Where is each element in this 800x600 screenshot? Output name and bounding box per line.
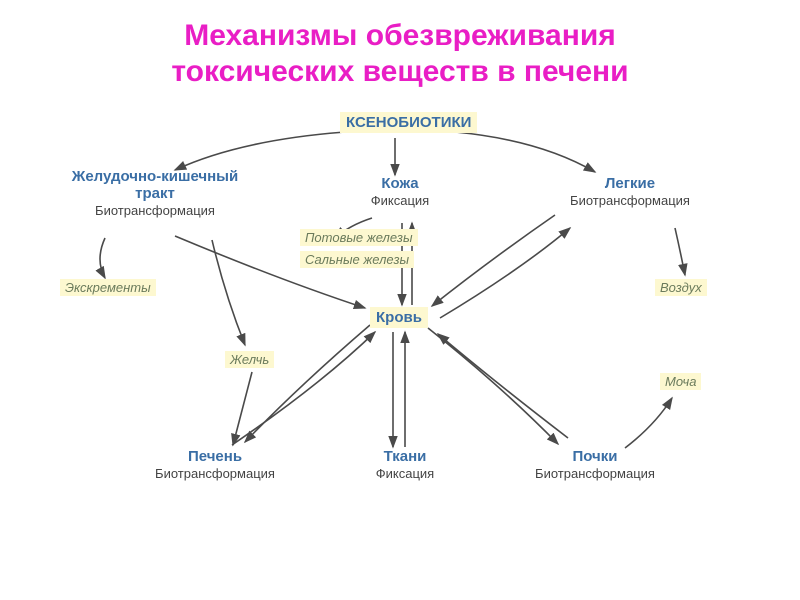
arrow-kidney-urine: [625, 398, 672, 448]
skin-sub: Фиксация: [355, 193, 445, 208]
node-liver: Печень Биотрансформация: [140, 448, 290, 481]
xenobiotics-label: КСЕНОБИОТИКИ: [340, 112, 477, 133]
arrow-liver-blood: [232, 332, 375, 445]
arrow-kidney-blood: [438, 334, 568, 438]
arrow-xenobiotics-lungs: [455, 132, 595, 172]
arrow-blood-lungs: [440, 228, 570, 318]
skin-title: Кожа: [355, 175, 445, 192]
excr-label: Экскременты: [60, 279, 156, 296]
lungs-title: Легкие: [555, 175, 705, 192]
arrow-lungs-blood: [432, 215, 555, 306]
kidney-sub: Биотрансформация: [520, 466, 670, 481]
urine-label: Моча: [660, 373, 701, 390]
node-blood: Кровь: [370, 307, 428, 328]
seb-label: Сальные железы: [300, 251, 414, 268]
lungs-sub: Биотрансформация: [555, 193, 705, 208]
node-sebaceous: Сальные железы: [300, 250, 414, 269]
arrow-gi-bile_up: [212, 240, 245, 345]
node-urine: Моча: [660, 372, 701, 391]
title-line2: токсических веществ в печени: [0, 54, 800, 90]
node-skin: Кожа Фиксация: [355, 175, 445, 208]
arrow-blood-liver: [245, 325, 370, 442]
tissue-title: Ткани: [355, 448, 455, 465]
air-label: Воздух: [655, 279, 707, 296]
node-excrement: Экскременты: [60, 278, 156, 297]
node-kidney: Почки Биотрансформация: [520, 448, 670, 481]
arrow-lungs-air: [675, 228, 685, 275]
arrow-gi-excr: [100, 238, 105, 278]
node-xenobiotics: КСЕНОБИОТИКИ: [340, 112, 477, 133]
tissue-sub: Фиксация: [355, 466, 455, 481]
sweat-label: Потовые железы: [300, 229, 418, 246]
gi-title2: тракт: [55, 185, 255, 202]
node-sweat: Потовые железы: [300, 228, 418, 247]
kidney-title: Почки: [520, 448, 670, 465]
blood-label: Кровь: [370, 307, 428, 328]
node-air: Воздух: [655, 278, 707, 297]
arrow-xenobiotics-gi: [175, 132, 345, 170]
node-tissue: Ткани Фиксация: [355, 448, 455, 481]
arrow-bile-liver_dn: [233, 372, 252, 445]
node-lungs: Легкие Биотрансформация: [555, 175, 705, 208]
gi-title1: Желудочно-кишечный: [55, 168, 255, 185]
diagram-area: КСЕНОБИОТИКИ Желудочно-кишечный тракт Би…: [0, 110, 800, 600]
node-gi: Желудочно-кишечный тракт Биотрансформаци…: [55, 168, 255, 218]
liver-title: Печень: [140, 448, 290, 465]
arrow-blood-kidney: [428, 328, 558, 444]
title-line1: Механизмы обезвреживания: [0, 18, 800, 54]
gi-sub: Биотрансформация: [55, 203, 255, 218]
node-bile: Желчь: [225, 350, 274, 369]
liver-sub: Биотрансформация: [140, 466, 290, 481]
bile-label: Желчь: [225, 351, 274, 368]
